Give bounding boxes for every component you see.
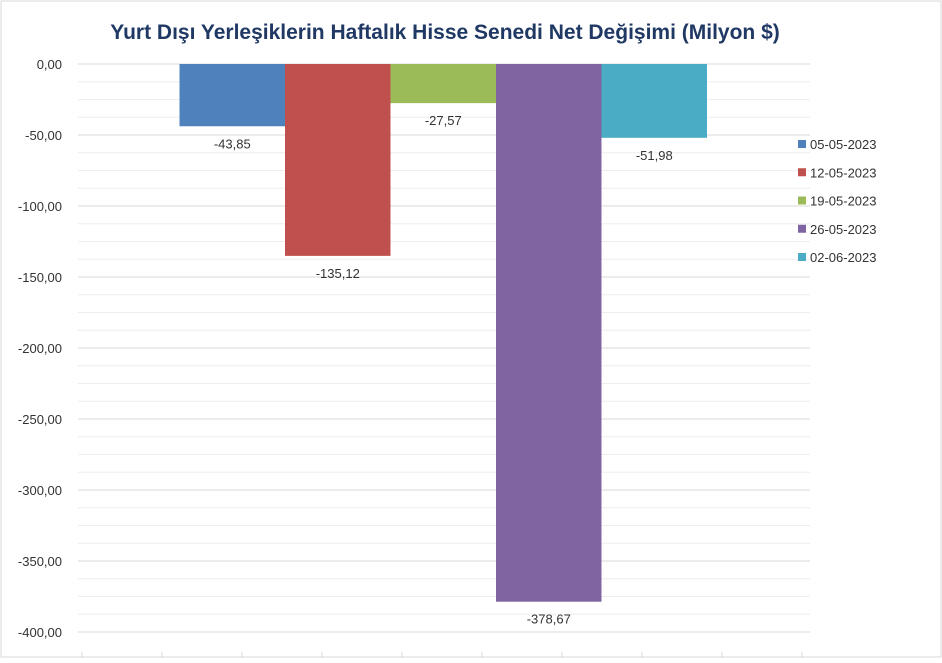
y-axis-tick-labels: 0,00 -50,00 -100,00 -150,00 -200,00 -250,00 -3… — [18, 57, 62, 640]
y-tick-label: 0,00 — [37, 57, 62, 72]
data-label: -378,67 — [527, 612, 571, 627]
data-label: -51,98 — [636, 148, 673, 163]
y-tick-label: -50,00 — [25, 128, 62, 143]
data-label: -135,12 — [316, 266, 360, 281]
y-tick-label: -350,00 — [18, 554, 62, 569]
y-tick-label: -150,00 — [18, 270, 62, 285]
legend-swatch — [798, 168, 806, 177]
y-tick-label: -250,00 — [18, 412, 62, 427]
data-label: -27,57 — [425, 113, 462, 128]
bars — [179, 64, 707, 602]
legend-label: 12-05-2023 — [810, 165, 877, 180]
legend-label: 05-05-2023 — [810, 137, 877, 152]
data-label: -43,85 — [214, 136, 251, 151]
bar-26-05-2023 — [496, 64, 602, 602]
legend: 05-05-2023 12-05-2023 19-05-2023 26-05-2023… — [798, 137, 877, 265]
legend-swatch — [798, 140, 806, 148]
legend-label: 02-06-2023 — [810, 250, 877, 265]
bar-05-05-2023 — [179, 64, 285, 127]
legend-swatch — [798, 253, 806, 261]
y-tick-label: -300,00 — [18, 483, 62, 498]
data-labels: -43,85 -135,12 -27,57 -378,67 -51,98 — [214, 113, 673, 627]
y-tick-label: -100,00 — [18, 199, 62, 214]
legend-swatch — [798, 196, 806, 205]
legend-label: 26-05-2023 — [810, 222, 877, 237]
chart-title: Yurt Dışı Yerleşiklerin Haftalık Hisse S… — [110, 21, 780, 44]
bar-12-05-2023 — [285, 64, 391, 256]
y-tick-label: -200,00 — [18, 341, 62, 356]
legend-swatch — [798, 224, 806, 233]
bar-02-06-2023 — [601, 64, 707, 138]
y-tick-label: -400,00 — [18, 625, 62, 640]
legend-label: 19-05-2023 — [810, 194, 877, 209]
bar-19-05-2023 — [390, 64, 496, 104]
